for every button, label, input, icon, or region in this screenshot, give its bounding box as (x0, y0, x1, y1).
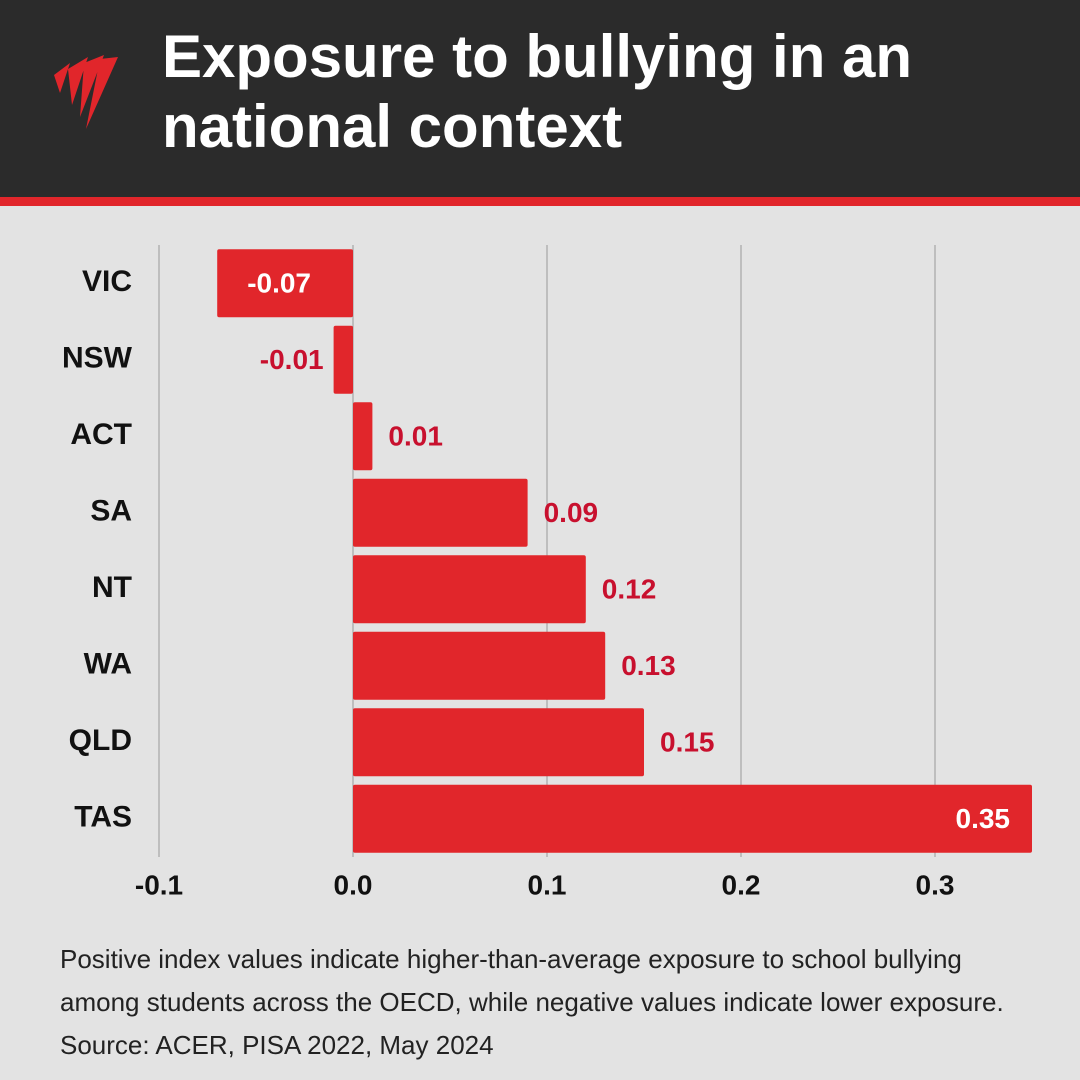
y-tick-label: VIC (82, 265, 132, 298)
y-tick-label: QLD (69, 724, 132, 757)
x-tick-label: 0.3 (916, 869, 955, 900)
chart-title: Exposure to bullying in an national cont… (162, 23, 913, 160)
value-label: 0.01 (388, 421, 443, 452)
value-label: 0.09 (544, 497, 599, 528)
y-tick-label: WA (84, 648, 132, 681)
bar (353, 478, 528, 547)
logo (54, 55, 118, 129)
value-label: -0.07 (247, 268, 311, 299)
value-label: 0.13 (621, 650, 676, 681)
value-label: -0.01 (260, 344, 324, 375)
y-tick-label: TAS (74, 801, 132, 834)
bar (353, 402, 373, 471)
y-tick-label: NSW (62, 342, 133, 375)
header: Exposure to bullying in an national cont… (0, 0, 1080, 206)
bar (353, 555, 586, 624)
value-label: 0.12 (602, 574, 657, 605)
y-tick-label: NT (92, 571, 132, 604)
y-tick-label: ACT (70, 418, 132, 451)
bar (353, 631, 606, 700)
x-tick-label: 0.2 (722, 869, 761, 900)
value-label: 0.15 (660, 727, 715, 758)
chart: -0.1 0.0 0.1 0.2 0.3 VIC -0.07 NSW -0.01 ACT 0.01 S… (62, 245, 1032, 900)
bar (217, 249, 353, 318)
y-tick-label: SA (90, 495, 132, 528)
bar (353, 708, 644, 777)
bar (353, 784, 1032, 853)
x-tick-label: 0.0 (334, 869, 373, 900)
x-tick-label: 0.1 (528, 869, 567, 900)
footnote: Positive index values indicate higher-th… (60, 944, 1004, 1060)
x-tick-label: -0.1 (135, 869, 183, 900)
value-label: 0.35 (956, 803, 1011, 834)
bar (333, 325, 353, 394)
